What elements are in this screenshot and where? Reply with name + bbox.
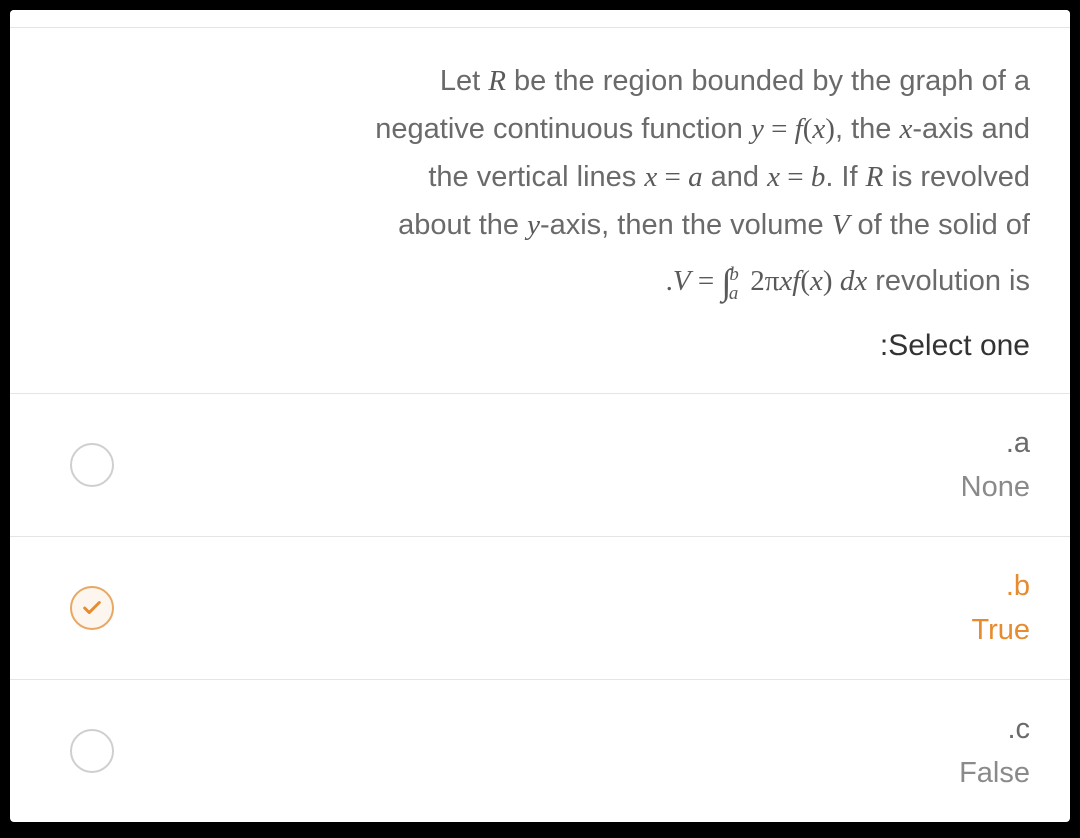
option-b[interactable]: .b True [10, 537, 1070, 680]
q-text [833, 265, 840, 297]
q-text: about the [398, 209, 527, 241]
math-d: d [840, 265, 855, 297]
math-b: b [729, 264, 738, 285]
math-V: V [832, 209, 850, 241]
q-text: of the solid of [849, 209, 1030, 241]
math-y: y [751, 113, 764, 145]
radio-button-selected[interactable] [70, 586, 114, 630]
q-text: Let [440, 65, 488, 97]
q-text: be the region bounded by the graph of a [506, 65, 1030, 97]
math-x: x [899, 113, 912, 145]
math-eq: = [780, 161, 811, 193]
option-text: .a None [114, 422, 1030, 508]
q-text: and [703, 161, 768, 193]
math-R: R [866, 161, 884, 193]
math-x: x [644, 161, 657, 193]
option-value: None [114, 466, 1030, 508]
math-a: a [729, 283, 738, 304]
question-text: Let R be the region bounded by the graph… [10, 28, 1070, 394]
math-eq: = [764, 113, 795, 145]
q-text: revolution is [867, 265, 1030, 297]
math-R: R [488, 65, 506, 97]
math-2pi: 2π [750, 265, 779, 297]
math-b: b [811, 161, 826, 193]
q-text: , the [835, 113, 900, 145]
options-list: .a None .b True .c False [10, 394, 1070, 822]
math-eq: = [657, 161, 688, 193]
math-f: f [795, 113, 803, 145]
math-x: x [854, 265, 867, 297]
option-text: .c False [114, 708, 1030, 794]
quiz-card: Let R be the region bounded by the graph… [10, 10, 1070, 822]
math-paren: ( [803, 113, 813, 145]
q-text: -axis, then the volume [540, 209, 832, 241]
select-one-label: :Select one [50, 321, 1030, 371]
math-x: x [779, 265, 792, 297]
option-value: False [114, 752, 1030, 794]
q-text: negative continuous function [375, 113, 751, 145]
math-dot: . [666, 265, 673, 297]
option-a[interactable]: .a None [10, 394, 1070, 537]
math-paren: ) [823, 265, 833, 297]
option-letter: .b [114, 565, 1030, 607]
radio-button[interactable] [70, 729, 114, 773]
card-top-divider [10, 10, 1070, 28]
option-letter: .c [114, 708, 1030, 750]
math-eq: = [691, 265, 722, 297]
math-paren: ) [825, 113, 835, 145]
q-text: is revolved [883, 161, 1030, 193]
option-letter: .a [114, 422, 1030, 464]
math-x: x [812, 113, 825, 145]
math-paren: ( [800, 265, 810, 297]
checkmark-icon [81, 597, 103, 619]
math-a: a [688, 161, 703, 193]
q-text: . If [825, 161, 865, 193]
math-x: x [810, 265, 823, 297]
math-y: y [527, 209, 540, 241]
option-c[interactable]: .c False [10, 680, 1070, 822]
math-V: V [673, 265, 691, 297]
q-text: the vertical lines [428, 161, 644, 193]
radio-button[interactable] [70, 443, 114, 487]
math-x: x [767, 161, 780, 193]
option-value: True [114, 609, 1030, 651]
option-text: .b True [114, 565, 1030, 651]
q-text: -axis and [912, 113, 1030, 145]
